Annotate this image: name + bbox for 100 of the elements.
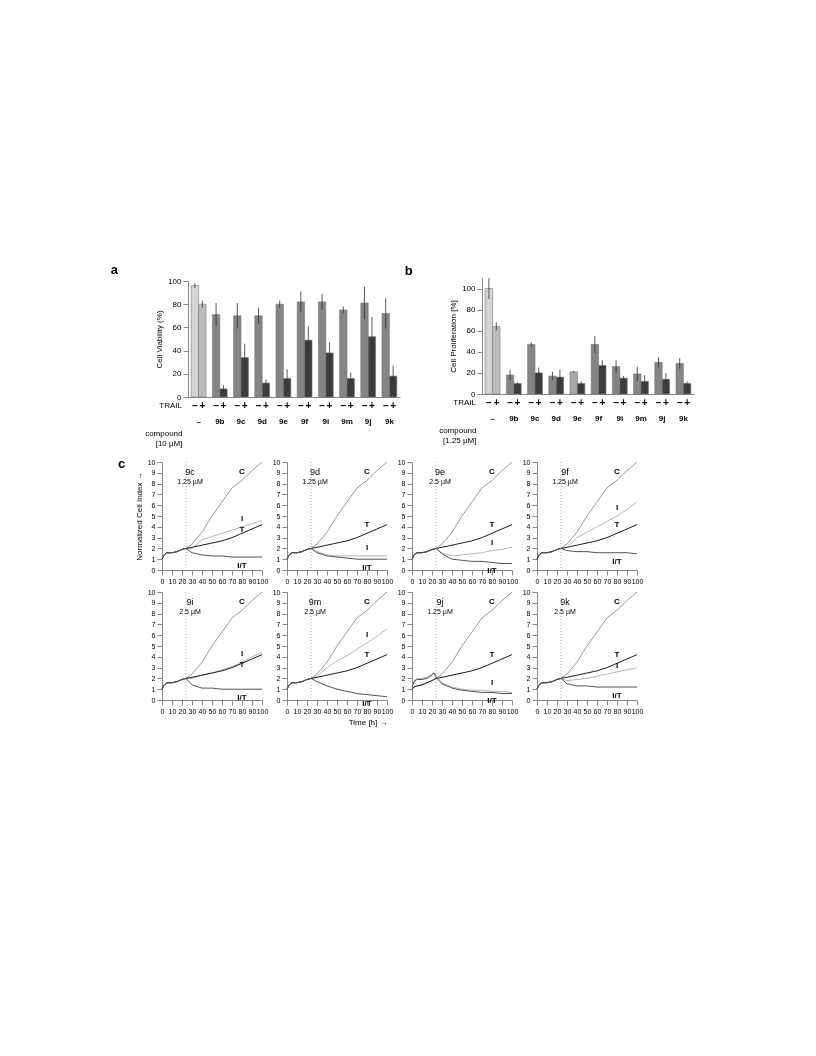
text: –	[507, 397, 513, 408]
x-tick-label: 9i	[616, 413, 624, 423]
series-label: +	[199, 400, 206, 411]
text: c	[118, 456, 126, 471]
series-label: –	[192, 400, 199, 411]
text: +	[514, 397, 521, 408]
series-label: T	[239, 524, 245, 534]
x-tick-label: 9f	[301, 416, 309, 426]
y-tick-label: 80	[172, 299, 183, 309]
y-tick-label: 0	[471, 389, 477, 399]
x-tick-label: 9k	[678, 413, 689, 423]
text: –	[340, 400, 347, 411]
x-tick-label: –	[196, 416, 202, 426]
text: 9k	[560, 597, 571, 607]
text: 9m	[308, 597, 322, 607]
x-tick-label: 9b	[215, 416, 225, 426]
text: 9e	[434, 467, 446, 477]
x-tick-label: 9j	[658, 413, 666, 423]
legend-title: TRAIL	[453, 398, 477, 407]
series-label: C	[364, 597, 371, 607]
legend-title: TRAIL	[159, 401, 183, 410]
series-label: I/T	[362, 698, 372, 708]
text: +	[620, 397, 627, 408]
text: +	[262, 400, 269, 411]
text: +	[535, 397, 542, 408]
series-label: I/T	[237, 693, 247, 703]
y-tick-label: 100	[168, 276, 183, 286]
x-axis-title: compound [10 µM]	[145, 428, 183, 448]
y-tick-label: 20	[466, 368, 477, 378]
x-tick-label: 9c	[530, 413, 540, 423]
text: +	[641, 397, 648, 408]
chart-title: b	[404, 262, 413, 278]
text: +	[599, 397, 606, 408]
x-tick-label: 9d	[257, 416, 267, 426]
y-tick-label: 0	[177, 392, 183, 402]
text: +	[556, 397, 563, 408]
text: 9f	[561, 467, 570, 477]
text: +	[390, 400, 397, 411]
y-axis-title: Cell Proliferation [%]	[449, 300, 459, 373]
y-tick-label: 80	[466, 305, 477, 315]
text: +	[347, 400, 354, 411]
series-label: I/T	[237, 561, 247, 571]
text: –	[213, 400, 219, 411]
text: –	[592, 397, 598, 408]
series-label: I	[490, 537, 494, 547]
series-label: I	[490, 678, 494, 688]
text: +	[684, 397, 691, 408]
x-tick-label: 9m	[635, 413, 647, 423]
x-tick-label: 9m	[341, 416, 353, 426]
y-tick-label: 40	[172, 346, 183, 356]
series-label: I	[365, 542, 369, 552]
text: –	[634, 397, 641, 408]
x-tick-label: 9i	[322, 416, 330, 426]
series-label: –	[486, 397, 493, 408]
chart-title: a	[110, 262, 119, 277]
text: –	[655, 397, 662, 408]
series-label: I/T	[612, 691, 622, 701]
y-axis-title: Normalized Cell Index →	[134, 472, 144, 561]
series-label: T	[364, 520, 370, 530]
text: –	[676, 397, 683, 408]
text: –	[319, 400, 325, 411]
y-tick-label: 20	[172, 369, 183, 379]
x-tick-label: 9e	[278, 416, 289, 426]
text: –	[528, 397, 535, 408]
series-label: C	[239, 467, 246, 477]
series-label: I	[240, 649, 244, 659]
text: –	[382, 400, 389, 411]
text: 9d	[309, 467, 321, 477]
series-label: I	[365, 629, 369, 639]
text: –	[255, 400, 262, 411]
text: –	[234, 400, 241, 411]
text: +	[284, 400, 291, 411]
y-tick-label: 60	[466, 326, 477, 336]
series-label: C	[614, 597, 621, 607]
x-tick-label: 9b	[509, 413, 519, 423]
text: +	[241, 400, 248, 411]
series-label: C	[614, 467, 621, 477]
series-label: C	[364, 467, 371, 477]
x-tick-label: 9k	[384, 416, 395, 426]
text: –	[298, 400, 304, 411]
text: 9i	[186, 597, 194, 607]
text: +	[305, 400, 312, 411]
series-label: I	[615, 503, 619, 512]
series-label: I/T	[487, 696, 497, 706]
y-tick-label: 40	[466, 347, 477, 357]
series-label: T	[364, 650, 370, 660]
x-tick-label: 9c	[236, 416, 246, 426]
series-label: I/T	[612, 556, 622, 566]
x-tick-label: 9j	[364, 416, 372, 426]
text: –	[549, 397, 556, 408]
text: +	[368, 400, 375, 411]
text: +	[326, 400, 333, 411]
x-tick-label: –	[490, 413, 496, 423]
y-tick-label: 100	[462, 284, 477, 294]
series-label: C	[489, 597, 496, 607]
x-tick-label: 9d	[551, 413, 561, 423]
series-label: T	[239, 660, 245, 670]
series-label: C	[489, 467, 496, 477]
text: +	[662, 397, 669, 408]
x-axis-title: compound [1.25 µM]	[439, 425, 477, 445]
